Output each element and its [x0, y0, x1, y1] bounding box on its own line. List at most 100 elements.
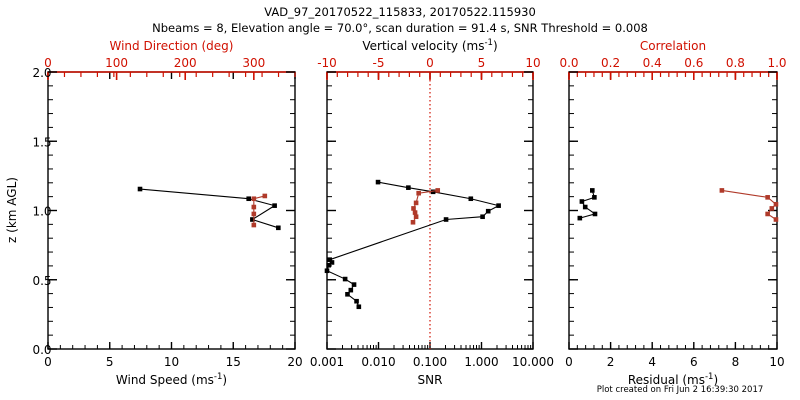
data-point — [413, 200, 419, 206]
data-point — [251, 211, 257, 217]
data-point — [719, 188, 725, 193]
data-point — [590, 188, 595, 193]
ytick-label-3: 1.5 — [32, 135, 51, 149]
top-xtick-label-0: -10 — [317, 56, 337, 70]
data-point — [326, 262, 332, 268]
xtick-label-1: 5 — [106, 355, 114, 369]
top-xtick-label-4: 10 — [525, 56, 540, 70]
data-point — [592, 195, 597, 200]
data-point — [416, 190, 421, 196]
bottom-axis-title-3-text: Residual (ms-1) — [628, 372, 718, 387]
data-point — [435, 188, 441, 193]
xtick-label-3: 15 — [226, 355, 241, 369]
top-xtick-label-0: 0 — [44, 56, 52, 70]
xtick-label-4: 10.000 — [512, 355, 554, 369]
ytick-label-4: 2.0 — [32, 66, 51, 80]
top-axis-title-3: Correlation — [640, 39, 706, 53]
bottom-axis-title-1: Wind Speed (ms-1) — [116, 372, 227, 387]
data-point — [592, 211, 598, 217]
xtick-label-2: 4 — [648, 355, 656, 369]
xtick-label-1: 0.010 — [361, 355, 395, 369]
panel-1-frame — [47, 71, 296, 350]
data-point — [411, 206, 416, 211]
data-point — [356, 304, 362, 310]
xtick-label-2: 10 — [164, 355, 179, 369]
top-xtick-label-3: 5 — [478, 56, 486, 70]
data-point — [342, 276, 348, 282]
data-point — [582, 204, 588, 210]
data-point — [443, 217, 449, 222]
xtick-label-0: 0 — [565, 355, 573, 369]
top-xtick-label-3: 300 — [242, 56, 265, 70]
top-xtick-label-1: -5 — [373, 56, 385, 70]
data-point — [430, 189, 436, 195]
xtick-label-4: 8 — [732, 355, 740, 369]
data-point — [262, 193, 268, 199]
figure-title-line2: Nbeams = 8, Elevation angle = 70.0°, sca… — [152, 21, 648, 35]
bottom-axis-title-1-text: Wind Speed (ms-1) — [116, 372, 227, 387]
top-xtick-label-2: 200 — [174, 56, 197, 70]
series-line-0 — [139, 188, 279, 229]
figure-title-line1: VAD_97_20170522_115833, 20170522.115930 — [264, 5, 536, 19]
xtick-label-4: 20 — [287, 355, 302, 369]
data-point — [375, 179, 381, 185]
data-point — [329, 260, 335, 265]
xtick-label-0: 0.001 — [310, 355, 344, 369]
data-point — [137, 186, 143, 192]
xtick-label-3: 6 — [690, 355, 698, 369]
data-point — [327, 257, 333, 262]
top-xtick-label-2: 0.4 — [643, 56, 662, 70]
data-point — [773, 201, 779, 207]
data-point — [765, 195, 770, 200]
data-point — [251, 204, 257, 210]
top-xtick-label-3: 0.6 — [684, 56, 703, 70]
xtick-label-5: 10 — [769, 355, 784, 369]
data-point — [251, 196, 257, 202]
data-point — [413, 214, 419, 220]
top-xtick-label-4: 0.8 — [726, 56, 745, 70]
xtick-label-0: 0 — [44, 355, 52, 369]
top-xtick-label-1: 100 — [105, 56, 128, 70]
bottom-axis-title-3: Residual (ms-1) — [628, 372, 718, 387]
bottom-axis-title-2: SNR — [418, 373, 443, 387]
panel-3: 0 2 4 6 8 10 0.0 0.2 0.4 0.6 0.8 1.0 Correlation Resi… — [559, 39, 786, 387]
data-point — [246, 196, 251, 202]
data-point — [769, 206, 775, 211]
xtick-label-2: 0.100 — [413, 355, 447, 369]
data-point — [276, 225, 281, 231]
data-point — [579, 199, 585, 204]
data-point — [348, 287, 354, 293]
data-point — [251, 222, 257, 228]
data-point — [406, 185, 411, 190]
top-xtick-label-2: 0 — [426, 56, 434, 70]
data-point — [765, 211, 770, 217]
data-point — [496, 203, 501, 208]
top-xtick-label-5: 1.0 — [767, 56, 786, 70]
data-point — [412, 210, 418, 215]
data-point — [577, 215, 583, 221]
top-xtick-label-0: 0.0 — [559, 56, 578, 70]
top-xtick-label-1: 0.2 — [601, 56, 620, 70]
top-axis-title-2: Vertical velocity (ms-1) — [362, 38, 497, 53]
ytick-label-0: 0.0 — [32, 343, 51, 357]
data-point — [485, 208, 491, 214]
xtick-label-3: 1.000 — [464, 355, 498, 369]
data-point — [250, 217, 255, 222]
plot-credit: Plot created on Fri Jun 2 16:39:30 2017 — [597, 385, 764, 395]
data-point — [345, 291, 350, 297]
xtick-label-1: 2 — [607, 355, 615, 369]
data-point — [480, 214, 485, 220]
panel-2: 0.001 0.010 0.100 1.000 10.000 -10 -5 0 5 10 Verti… — [310, 38, 554, 387]
ytick-label-2: 1.0 — [32, 205, 51, 219]
data-point — [351, 282, 357, 287]
ytick-label-1: 0.5 — [32, 274, 51, 288]
data-point — [324, 268, 330, 274]
data-point — [468, 196, 474, 202]
data-point — [410, 219, 416, 225]
y-axis-title: z (km AGL) — [5, 177, 19, 243]
top-axis-title-1: Wind Direction (deg) — [110, 39, 234, 53]
data-point — [272, 203, 277, 208]
